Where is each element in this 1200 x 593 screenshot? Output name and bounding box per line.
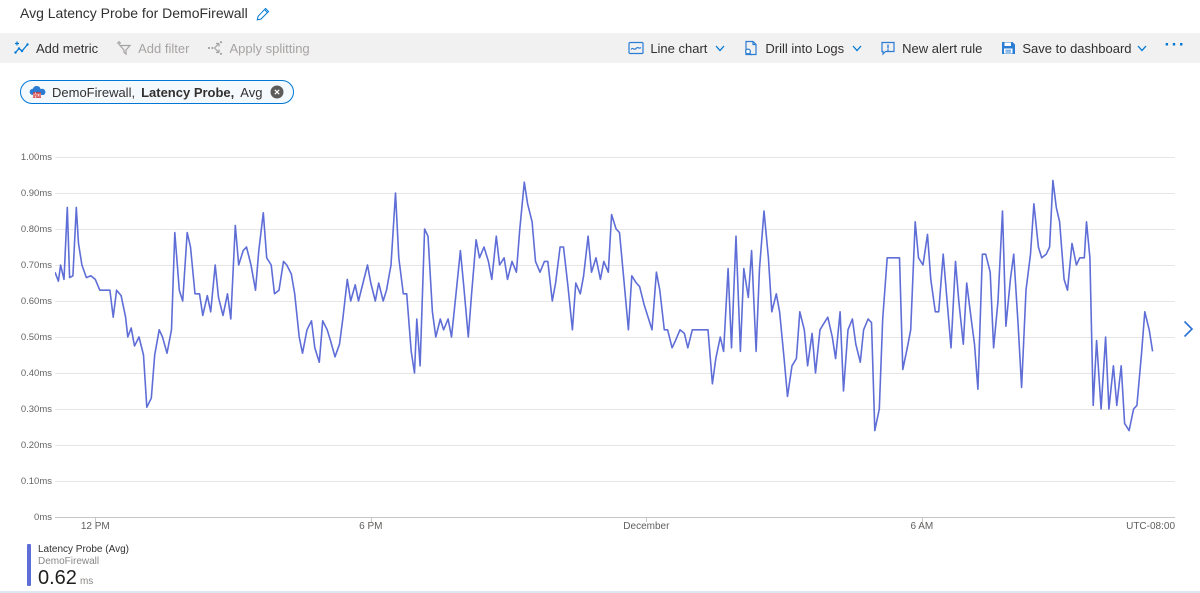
y-axis-label: 0.40ms	[20, 367, 52, 379]
chart-type-button[interactable]: Line chart	[628, 40, 725, 56]
legend-value: 0.62	[38, 567, 77, 589]
chevron-down-icon	[852, 45, 862, 51]
new-alert-rule-icon	[880, 40, 896, 56]
chart-title-row: Avg Latency Probe for DemoFirewall	[20, 5, 271, 21]
y-axis-label: 1.00ms	[20, 151, 52, 163]
chart-type-label: Line chart	[650, 40, 708, 56]
x-axis-label: 6 AM	[910, 521, 934, 532]
pill-aggregation: Avg	[240, 84, 263, 100]
y-axis-label: 0.90ms	[20, 187, 52, 199]
apply-splitting-icon	[207, 40, 223, 56]
apply-splitting-button[interactable]: Apply splitting	[207, 40, 310, 56]
firewall-resource-icon	[29, 86, 46, 98]
x-axis-label: 12 PM	[80, 521, 110, 532]
add-metric-icon	[14, 40, 30, 56]
save-to-dashboard-label: Save to dashboard	[1022, 40, 1132, 56]
chart-legend[interactable]: Latency Probe (Avg) DemoFirewall 0.62 ms	[27, 544, 129, 588]
legend-color-bar	[27, 544, 31, 586]
y-axis-label: 0.80ms	[20, 223, 52, 235]
bottom-divider	[0, 591, 1200, 593]
chart-toolbar: Add metric Add filter	[0, 33, 1200, 63]
y-axis-label: 0.30ms	[20, 403, 52, 415]
x-axis-label: December	[623, 521, 670, 532]
pill-resource: DemoFirewall,	[52, 84, 136, 100]
more-options-button[interactable]: ···	[1164, 35, 1186, 54]
plot-area[interactable]	[55, 157, 1175, 525]
y-axis-label: 0.20ms	[20, 439, 52, 451]
legend-text: Latency Probe (Avg) DemoFirewall 0.62 ms	[38, 544, 129, 588]
y-axis-label: 0.50ms	[20, 331, 52, 343]
add-filter-button[interactable]: Add filter	[116, 40, 189, 56]
x-axis-label: 6 PM	[359, 521, 383, 532]
metrics-line-chart[interactable]: 1.00ms 0.90ms 0.80ms 0.70ms 0.60ms 0.50ms 0.40…	[0, 150, 1200, 550]
y-axis: 1.00ms 0.90ms 0.80ms 0.70ms 0.60ms 0.50ms 0.40…	[0, 152, 52, 529]
drill-into-logs-label: Drill into Logs	[765, 40, 845, 56]
legend-value-row: 0.62 ms	[38, 568, 129, 588]
apply-splitting-label: Apply splitting	[229, 40, 310, 56]
save-to-dashboard-button[interactable]: Save to dashboard	[1000, 40, 1147, 56]
toolbar-right-group: Line chart Drill into Logs	[628, 35, 1186, 56]
edit-title-icon[interactable]	[256, 6, 271, 21]
latency-probe-series-line[interactable]	[55, 179, 1154, 432]
legend-unit: ms	[79, 576, 94, 587]
legend-resource-name: DemoFirewall	[38, 556, 100, 567]
drill-into-logs-button[interactable]: Drill into Logs	[743, 40, 862, 56]
metric-pill[interactable]: DemoFirewall, Latency Probe, Avg	[20, 80, 295, 104]
chevron-down-icon	[1137, 45, 1147, 51]
add-filter-icon	[116, 40, 132, 56]
y-axis-label: 0ms	[34, 511, 52, 523]
new-alert-rule-label: New alert rule	[902, 40, 983, 56]
legend-metric-name: Latency Probe (Avg)	[38, 544, 129, 555]
x-axis-timezone-label: UTC-08:00	[1126, 521, 1175, 532]
add-metric-label: Add metric	[36, 40, 99, 56]
new-alert-rule-button[interactable]: New alert rule	[880, 40, 982, 56]
save-icon	[1000, 40, 1016, 56]
pill-metric: Latency Probe,	[141, 84, 235, 100]
page-title: Avg Latency Probe for DemoFirewall	[20, 5, 248, 21]
drill-into-logs-icon	[743, 40, 759, 56]
add-filter-label: Add filter	[138, 40, 190, 56]
toolbar-left-group: Add metric Add filter	[14, 40, 310, 56]
x-axis: 12 PM 6 PM December 6 AM UTC-08:00	[55, 521, 1175, 535]
y-axis-label: 0.70ms	[20, 259, 52, 271]
y-axis-label: 0.60ms	[20, 295, 52, 307]
add-metric-button[interactable]: Add metric	[14, 40, 98, 56]
next-time-range-arrow[interactable]	[1183, 320, 1194, 338]
chevron-down-icon	[715, 45, 725, 51]
line-chart-icon	[628, 40, 644, 56]
y-axis-label: 0.10ms	[20, 475, 52, 487]
remove-metric-icon[interactable]	[270, 85, 284, 99]
